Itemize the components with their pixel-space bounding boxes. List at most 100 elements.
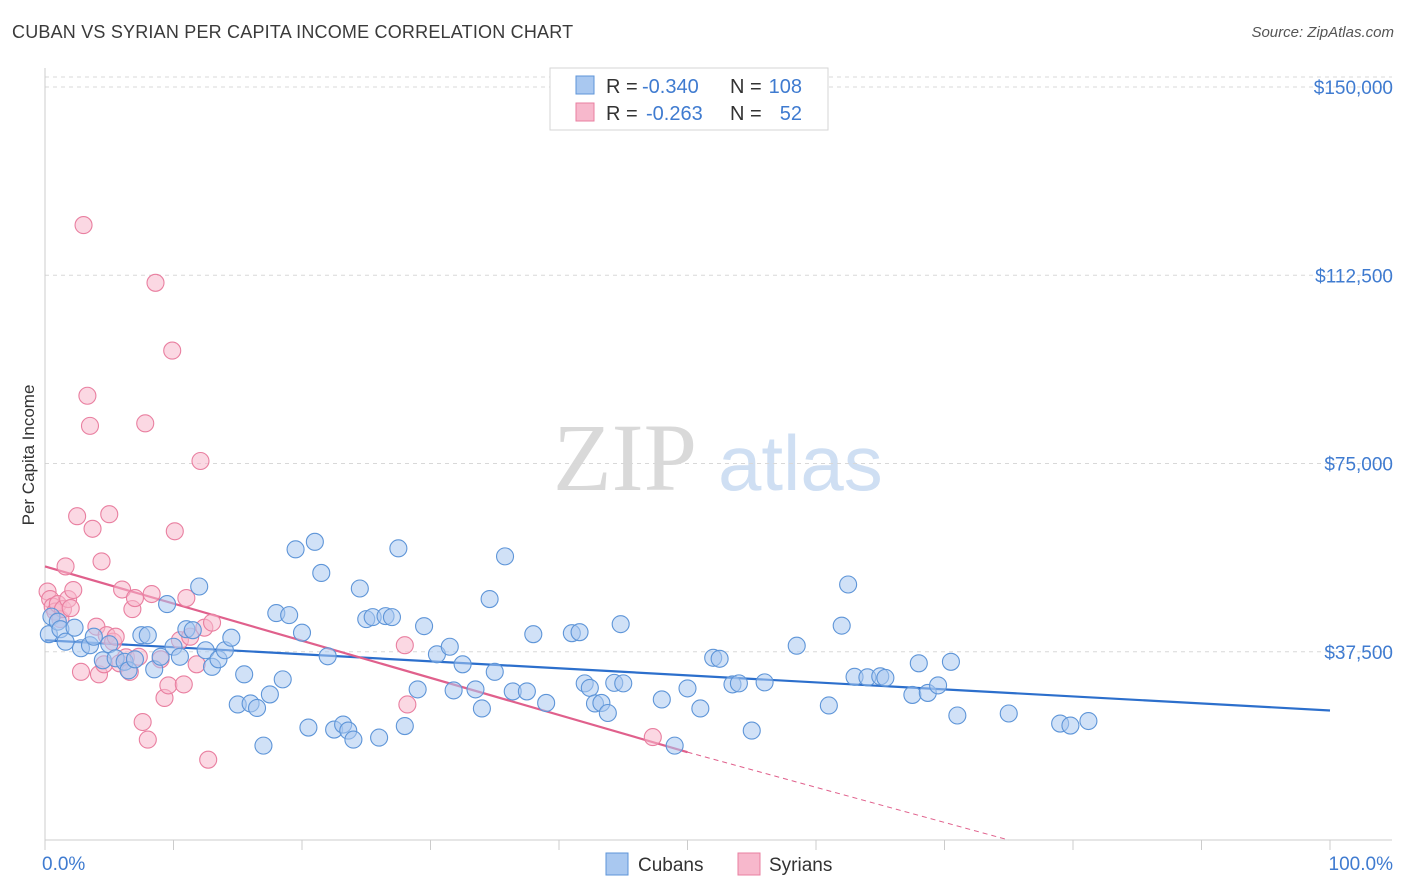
cuban-point-67 [495,547,515,566]
syrian-point-16 [83,519,102,538]
cuban-point-105 [948,706,967,725]
cuban-point-60 [440,637,459,656]
syrian-point-39 [159,676,178,695]
syrian-point-41 [165,522,184,541]
syrian-point-34 [138,730,157,749]
cuban-point-35 [260,685,279,704]
stats-legend: R = -0.340 N = 108 R = -0.263 N = 52 [549,67,829,131]
watermark-atlas: atlas [718,419,883,507]
cuban-point-84 [678,679,697,698]
cuban-point-31 [235,665,254,684]
syrian-point-30 [125,588,144,608]
cuban-point-70 [524,625,543,644]
cuban-point-94 [832,616,851,635]
cuban-point-43 [312,563,331,583]
syrian-point-9 [61,599,80,618]
cuban-point-69 [517,682,536,701]
cuban-point-39 [286,540,305,559]
cuban-point-95 [839,575,858,594]
cuban-point-104 [941,652,960,671]
cuban-point-80 [611,615,630,634]
bottom-legend-swatch-cubans [605,852,629,876]
gridlines [45,76,1392,653]
syrian-point-53 [643,728,662,747]
cuban-point-48 [344,730,363,749]
cuban-point-37 [273,670,292,689]
x-ticks [44,840,1331,850]
cuban-point-63 [466,680,485,699]
y-tick-label-1: $75,000 [1324,455,1393,476]
syrian-point-26 [113,580,132,599]
cuban-point-38 [280,606,299,625]
cuban-point-99 [876,668,895,687]
cuban-point-55 [389,539,408,558]
cuban-point-89 [729,674,748,693]
syrian-point-50 [203,613,222,632]
cuban-point-8 [84,627,103,646]
legend-r-label-syrians: R = [606,103,638,125]
cuban-point-4 [56,632,75,651]
cuban-point-85 [691,699,710,718]
y-tick-label-0: $37,500 [1324,643,1393,664]
syrian-point-13 [74,216,93,235]
syrian-point-51 [395,636,414,655]
cuban-point-40 [292,623,312,642]
cuban-point-21 [170,647,189,666]
legend-swatch-cubans [575,75,595,95]
cuban-point-106 [999,704,1018,723]
cuban-point-87 [710,649,729,668]
cuban-point-34 [254,736,273,755]
cuban-point-73 [570,623,589,642]
source-label: Source: ZipAtlas.com [1251,24,1394,41]
cuban-point-71 [537,693,556,713]
syrian-point-11 [68,507,87,526]
cuban-point-54 [382,608,402,627]
legend-r-label-cubans: R = [606,76,638,98]
cuban-point-16 [138,626,157,645]
y-tick-label-2: $112,500 [1315,266,1393,287]
legend-r-value-cubans: -0.340 [642,76,699,98]
syrian-point-43 [174,675,193,694]
cuban-points [39,532,1098,755]
cuban-point-78 [598,703,617,723]
bottom-legend-label-syrians: Syrians [769,855,832,876]
x-tick-label-max: 100.0% [1329,854,1394,875]
syrian-point-36 [146,273,165,292]
cuban-point-82 [652,690,671,709]
bottom-legend-swatch-syrians [737,852,761,876]
syrian-point-49 [199,750,218,769]
legend-n-label-syrians: N = [730,103,762,125]
y-tick-labels: $37,500 $75,000 $112,500 $150,000 [1314,78,1393,664]
cuban-point-42 [305,532,324,551]
syrian-point-40 [163,341,182,360]
cuban-point-18 [151,647,170,666]
cuban-point-75 [580,678,599,697]
cuban-point-66 [485,662,504,681]
cuban-point-49 [350,579,369,598]
syrian-point-15 [80,416,100,435]
y-axis-title: Per Capita Income [19,385,38,526]
series-legend: Cubans Syrians [605,852,832,876]
trend-line-syrians-extrapolated [687,751,1009,841]
legend-n-label-cubans: N = [730,76,762,98]
cuban-point-56 [395,717,414,736]
cuban-point-83 [665,736,684,755]
cuban-point-24 [190,577,209,596]
cuban-point-23 [183,621,202,640]
legend-swatch-syrians [575,102,595,122]
syrian-point-35 [142,584,161,604]
cuban-point-93 [819,696,838,715]
cuban-point-44 [318,647,337,666]
cuban-point-109 [1079,711,1098,731]
legend-r-value-syrians: -0.263 [646,103,703,125]
cuban-point-100 [903,685,922,704]
x-tick-label-min: 0.0% [42,854,85,875]
syrian-point-10 [64,580,83,600]
syrian-point-7 [56,557,75,576]
legend-n-value-syrians: 52 [780,103,802,125]
cuban-point-92 [787,636,806,655]
cuban-point-61 [444,681,463,700]
watermark-zip: ZIP [553,404,697,511]
cuban-point-14 [125,650,144,669]
